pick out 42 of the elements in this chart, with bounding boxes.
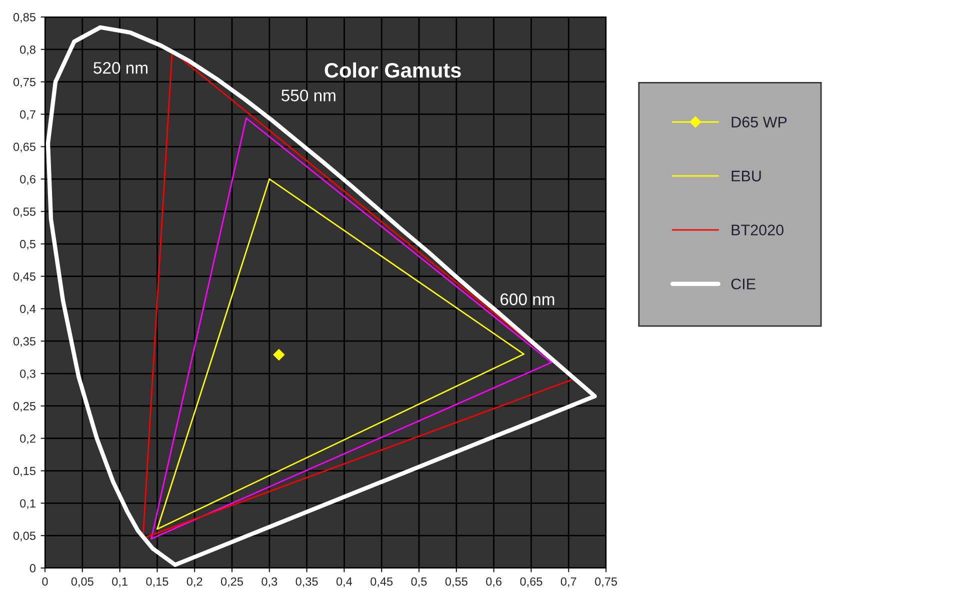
x-tick-label: 0,75: [594, 577, 617, 588]
y-tick-label: 0,65: [13, 142, 36, 152]
y-tick-label: 0,7: [20, 110, 36, 120]
x-tick-label: 0,7: [560, 577, 576, 588]
legend-label: D65 WP: [732, 116, 787, 128]
x-tick-label: 0,2: [186, 577, 202, 588]
annotation: 520 nm: [94, 62, 148, 74]
x-tick-label: 0,25: [220, 577, 243, 588]
y-tick-label: 0,25: [13, 402, 36, 412]
legend-label: CIE: [731, 278, 756, 290]
y-tick-label: 0,75: [13, 78, 36, 88]
legend-label: EBU: [732, 170, 761, 182]
y-tick-label: 0,6: [20, 175, 36, 185]
x-tick-label: 0,55: [445, 577, 468, 588]
y-tick-label: 0,85: [13, 13, 36, 23]
y-tick-label: 0,5: [20, 240, 36, 250]
x-tick-label: 0,5: [411, 577, 427, 588]
text: Color Gamuts: [324, 62, 461, 78]
x-tick-label: 0,65: [520, 577, 542, 588]
x-tick-label: 0,6: [486, 577, 502, 588]
x-tick-label: 0,1: [112, 577, 128, 588]
x-tick-label: 0,45: [370, 577, 393, 588]
y-tick-label: 0: [30, 564, 36, 572]
y-tick-label: 0,05: [13, 532, 36, 542]
legend-label: BT2020: [732, 224, 784, 236]
x-tick-label: 0,3: [262, 577, 278, 588]
y-tick-label: 0,3: [20, 370, 36, 380]
annotation: 600 nm: [500, 293, 554, 306]
x-tick-label: 0: [42, 577, 48, 586]
y-tick-label: 0,15: [13, 466, 36, 477]
x-tick-label: 0,15: [146, 577, 168, 588]
x-tick-label: 0,05: [71, 577, 94, 588]
x-tick-label: 0,35: [296, 577, 318, 588]
y-tick-label: 0,2: [20, 434, 36, 444]
y-tick-label: 0,55: [13, 208, 36, 218]
y-tick-label: 0,4: [20, 304, 36, 314]
y-tick-label: 0,8: [20, 45, 36, 56]
y-tick-label: 0,35: [13, 337, 36, 347]
annotation: 550 nm: [282, 90, 336, 102]
y-tick-label: 0,45: [13, 272, 36, 282]
x-tick-label: 0,4: [336, 577, 352, 588]
y-tick-label: 0,1: [20, 499, 36, 509]
